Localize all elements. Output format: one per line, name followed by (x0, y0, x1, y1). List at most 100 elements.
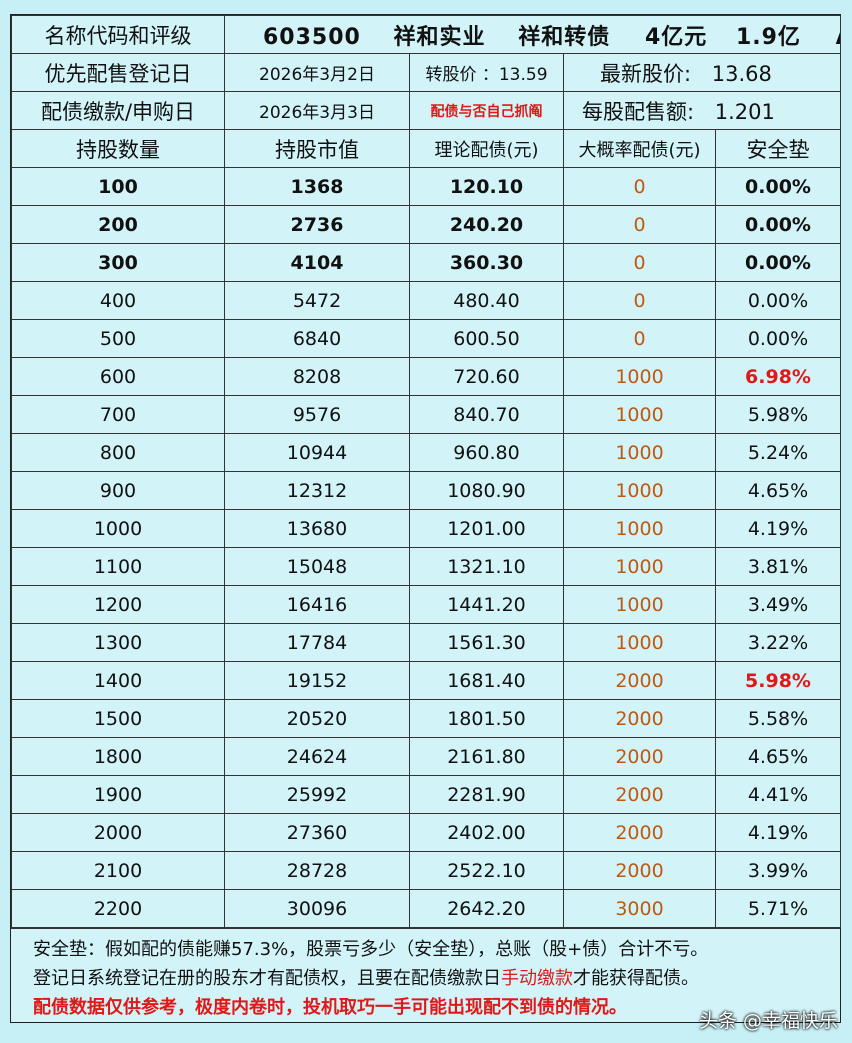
cell-value: 1368 (224, 167, 410, 206)
cell-value: 25992 (224, 775, 410, 814)
brand-watermark: 头条 @幸福快乐 (698, 1010, 838, 1032)
cell-shares: 1100 (11, 547, 225, 586)
header-row-payment: 配债缴款/申购日 2026年3月3日 配债与否自己抓阄 每股配售额: 1.201 (11, 91, 842, 130)
cell-likely: 1000 (563, 623, 716, 662)
footer-line-warning: 配债数据仅供参考，极度内卷时，投机取巧一手可能出现配不到债的情况。 (33, 997, 627, 1018)
issue-size: 4亿元 (644, 24, 708, 50)
cell-cushion: 4.65% (714, 471, 842, 510)
cell-likely: 1000 (563, 585, 716, 624)
cell-cushion: 0.00% (714, 167, 842, 206)
table-row: 600 8208 720.60 1000 6.98% (11, 357, 842, 396)
col-header-theory: 理论配债(元) (409, 129, 564, 168)
latest-price-label: 最新股价: (600, 61, 692, 86)
cell-shares: 1200 (11, 585, 225, 624)
table-row: 300 4104 360.30 0 0.00% (11, 243, 842, 282)
cell-likely: 1000 (563, 357, 716, 396)
payment-date: 2026年3月3日 (224, 91, 410, 130)
cell-likely: 1000 (563, 471, 716, 510)
footer-line-rights-post: 才能获得配债。 (573, 968, 699, 989)
footer-line-rights-pre: 登记日系统登记在册的股东才有配债权，且要在配债缴款日 (33, 968, 501, 989)
cell-cushion: 4.19% (714, 509, 842, 548)
cell-theory: 480.40 (409, 281, 564, 320)
cell-value: 20520 (224, 699, 410, 738)
cell-value: 6840 (224, 319, 410, 358)
cell-likely: 2000 (563, 737, 716, 776)
footer-line-rights: 登记日系统登记在册的股东才有配债权，且要在配债缴款日手动缴款才能获得配债。 (33, 964, 830, 993)
stock-code: 603500 (263, 24, 361, 50)
cell-cushion: 0.00% (714, 243, 842, 282)
cell-value: 5472 (224, 281, 410, 320)
record-date-label: 优先配售登记日 (11, 53, 225, 92)
table-row: 200 2736 240.20 0 0.00% (11, 205, 842, 244)
cell-cushion: 4.41% (714, 775, 842, 814)
cell-shares: 800 (11, 433, 225, 472)
cell-shares: 1500 (11, 699, 225, 738)
cell-value: 19152 (224, 661, 410, 700)
cell-cushion: 3.49% (714, 585, 842, 624)
col-header-cushion: 安全垫 (714, 129, 842, 168)
data-rows: 100 1368 120.10 0 0.00% 200 2736 240.20 0 0.00% 30… (11, 167, 842, 928)
cell-likely: 1000 (563, 433, 716, 472)
cell-value: 13680 (224, 509, 410, 548)
cell-shares: 2000 (11, 813, 225, 852)
cell-theory: 1801.50 (409, 699, 564, 738)
cell-cushion: 4.65% (714, 737, 842, 776)
cell-shares: 300 (11, 243, 225, 282)
cell-theory: 1441.20 (409, 585, 564, 624)
table-row: 800 10944 960.80 1000 5.24% (11, 433, 842, 472)
header-row-record: 优先配售登记日 2026年3月2日 转股价 ：13.59 最新股价: 13.68 (11, 53, 842, 92)
cell-likely: 0 (563, 243, 716, 282)
cell-theory: 720.60 (409, 357, 564, 396)
cell-shares: 500 (11, 319, 225, 358)
table-row: 500 6840 600.50 0 0.00% (11, 319, 842, 358)
footer-line-cushion: 安全垫：假如配的债能赚57.3%，股票亏多少（安全垫），总账（股+债）合计不亏。 (33, 939, 709, 960)
cell-theory: 120.10 (409, 167, 564, 206)
bond-name: 祥和转债 (518, 24, 611, 50)
table-row: 1000 13680 1201.00 1000 4.19% (11, 509, 842, 548)
cell-cushion: 5.71% (714, 889, 842, 928)
cell-likely: 3000 (563, 889, 716, 928)
bond-allotment-table: 名称代码和评级 603500 祥和实业 祥和转债 4亿元 1.9亿 A+ 优先配… (10, 14, 842, 1023)
cell-cushion: 3.99% (714, 851, 842, 890)
table-row: 1800 24624 2161.80 2000 4.65% (11, 737, 842, 776)
record-date: 2026年3月2日 (224, 53, 410, 92)
cell-theory: 2522.10 (409, 851, 564, 890)
col-header-likely: 大概率配债(元) (563, 129, 716, 168)
latest-price-cell: 最新股价: 13.68 (562, 53, 842, 92)
col-header-value: 持股市值 (224, 129, 410, 168)
column-header-row: 持股数量 持股市值 理论配债(元) 大概率配债(元) 安全垫 (11, 129, 842, 168)
table-row: 1300 17784 1561.30 1000 3.22% (11, 623, 842, 662)
cell-cushion: 6.98% (714, 357, 842, 396)
cell-likely: 2000 (563, 699, 716, 738)
cell-likely: 2000 (563, 813, 716, 852)
cell-cushion: 5.98% (714, 395, 842, 434)
table-row: 700 9576 840.70 1000 5.98% (11, 395, 842, 434)
cell-theory: 240.20 (409, 205, 564, 244)
cell-shares: 200 (11, 205, 225, 244)
per-share-amount: 1.201 (714, 99, 775, 124)
table-row: 1400 19152 1681.40 2000 5.98% (11, 661, 842, 700)
cell-value: 2736 (224, 205, 410, 244)
cell-theory: 1080.90 (409, 471, 564, 510)
cell-shares: 900 (11, 471, 225, 510)
cell-value: 24624 (224, 737, 410, 776)
cell-value: 15048 (224, 547, 410, 586)
lottery-note: 配债与否自己抓阄 (409, 91, 564, 130)
header-row-name: 名称代码和评级 603500 祥和实业 祥和转债 4亿元 1.9亿 A+ (11, 15, 842, 54)
cell-theory: 600.50 (409, 319, 564, 358)
table-row: 1500 20520 1801.50 2000 5.58% (11, 699, 842, 738)
cell-theory: 2402.00 (409, 813, 564, 852)
latest-price: 13.68 (711, 61, 772, 86)
cell-likely: 0 (563, 167, 716, 206)
per-share-label: 每股配售额: (582, 99, 695, 124)
cell-theory: 840.70 (409, 395, 564, 434)
stock-name: 祥和实业 (393, 24, 486, 50)
cell-value: 12312 (224, 471, 410, 510)
cell-cushion: 5.58% (714, 699, 842, 738)
table-row: 1200 16416 1441.20 1000 3.49% (11, 585, 842, 624)
payment-date-label: 配债缴款/申购日 (11, 91, 225, 130)
cell-likely: 1000 (563, 395, 716, 434)
cell-shares: 600 (11, 357, 225, 396)
table-row: 1100 15048 1321.10 1000 3.81% (11, 547, 842, 586)
table-row: 2000 27360 2402.00 2000 4.19% (11, 813, 842, 852)
